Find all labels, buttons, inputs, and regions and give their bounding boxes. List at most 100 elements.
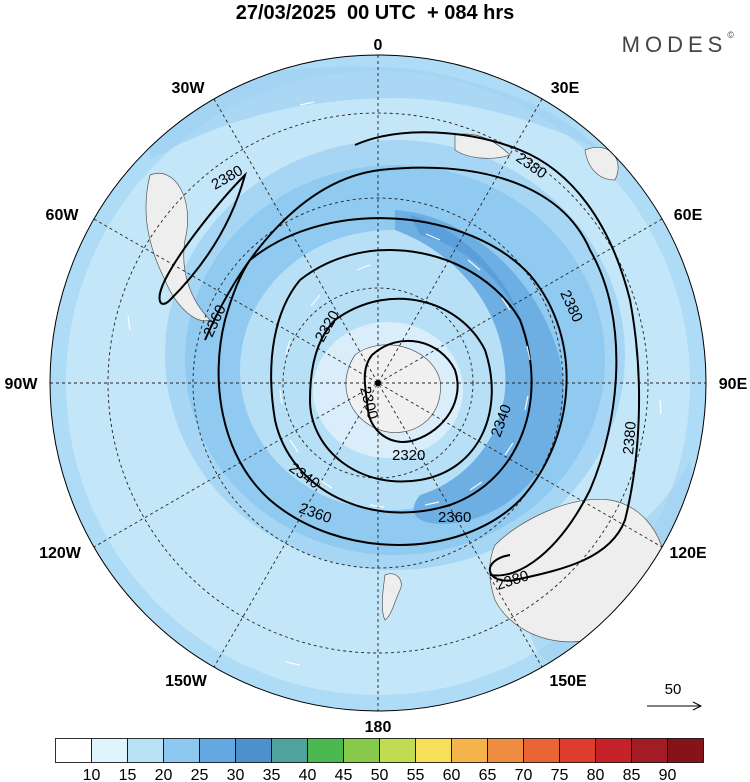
lon-label-180: 180 <box>365 719 392 736</box>
wind-arrow <box>127 315 131 331</box>
lon-label-30w: 30W <box>172 80 206 97</box>
colorbar-tick-label: 40 <box>299 767 317 782</box>
title-lead: + 084 hrs <box>426 2 515 24</box>
colorbar-swatch <box>55 738 92 763</box>
colorbar-tick-label: 65 <box>479 767 497 782</box>
jet-core <box>395 210 564 524</box>
colorbar-swatch <box>667 738 704 763</box>
colorbar-swatch <box>631 738 668 763</box>
colorbar-swatch <box>415 738 452 763</box>
lon-label-0: 0 <box>374 37 383 54</box>
wind-arrow <box>310 294 321 307</box>
colorbar-swatch <box>595 738 632 763</box>
contour-2360-outer <box>204 166 618 577</box>
wind-arrow <box>526 345 531 361</box>
meridian-30e-150w <box>213 98 543 668</box>
new-zealand <box>381 573 402 621</box>
height-contours <box>158 131 641 582</box>
lon-label-120e: 120E <box>669 545 707 562</box>
wind-arrow <box>425 233 441 241</box>
colorbar-swatch <box>523 738 560 763</box>
colorbar-tick-label: 85 <box>623 767 641 782</box>
colorbar-tick-label: 70 <box>515 767 533 782</box>
wind-arrow <box>369 504 385 508</box>
colorbar-swatch <box>379 738 416 763</box>
wind-arrow <box>279 389 283 405</box>
wind-arrow <box>356 264 371 271</box>
title-date: 27/03/2025 <box>235 2 336 24</box>
madagascar <box>584 147 619 181</box>
colorbar-tick-label: 15 <box>119 767 137 782</box>
colorbar: 10 15 20 25 30 35 40 45 50 55 60 65 70 75 80 85 90 <box>55 738 704 782</box>
wind-arrow <box>289 439 299 453</box>
colorbar-tick-label: 75 <box>551 767 569 782</box>
wind-arrow <box>285 339 291 355</box>
contour-2380-east <box>354 131 641 582</box>
wind-reference-arrowhead <box>692 701 703 711</box>
graticule <box>50 55 706 711</box>
lon-label-60w: 60W <box>46 207 80 224</box>
colorbar-tick-label: 50 <box>371 767 389 782</box>
contour-2380-west <box>158 171 247 305</box>
south-america <box>145 173 211 322</box>
colorbar-tick-label: 90 <box>659 767 677 782</box>
subtropical-band <box>150 66 600 160</box>
colorbar-swatch <box>487 738 524 763</box>
lon-label-60e: 60E <box>674 207 703 224</box>
colorbar-tick-label: 80 <box>587 767 605 782</box>
brand-logo: MODES© <box>621 30 734 58</box>
colorbar-tick-label: 45 <box>335 767 353 782</box>
brand-mark: © <box>727 30 734 40</box>
colorbar-tick-label: 10 <box>83 767 101 782</box>
contour-2320 <box>308 297 493 483</box>
map-title: 27/03/2025 00 UTC + 084 hrs <box>0 0 750 26</box>
colorbar-tick-label: 55 <box>407 767 425 782</box>
colorbar-swatch <box>451 738 488 763</box>
lon-label-120w: 120W <box>39 545 82 562</box>
lon-label-30e: 30E <box>551 80 580 97</box>
title-run: 00 UTC <box>346 2 416 24</box>
wind-arrow <box>469 481 483 491</box>
colorbar-swatch <box>91 738 128 763</box>
latitude-circle <box>192 197 564 569</box>
africa-tip <box>454 133 511 159</box>
meridian-60e-120w <box>93 218 663 548</box>
contour-label: 2320 <box>392 447 425 464</box>
lon-label-90e: 90E <box>719 376 748 393</box>
colorbar-swatch <box>199 738 236 763</box>
colorbar-tick-label: 25 <box>191 767 209 782</box>
colorbar-swatch <box>127 738 164 763</box>
contour-label: 2360 <box>438 509 471 526</box>
wind-arrow <box>659 399 662 415</box>
lon-label-150w: 150W <box>165 673 208 690</box>
colorbar-tick-label: 35 <box>263 767 281 782</box>
wind-arrow <box>524 395 529 411</box>
colorbar-swatch <box>271 738 308 763</box>
contour-2360 <box>217 217 568 546</box>
colorbar-tick-label: 60 <box>443 767 461 782</box>
colorbar-swatch <box>307 738 344 763</box>
colorbar-swatch <box>163 738 200 763</box>
wind-arrow <box>424 501 440 506</box>
colorbar-tick-label: 20 <box>155 767 173 782</box>
contour-2340 <box>270 249 533 514</box>
wind-reference: 50 <box>647 681 703 711</box>
wind-arrows <box>127 101 662 666</box>
longitude-labels: 0 30E 60E 90E 120E 150E 180 150W 120W 90… <box>5 37 748 736</box>
wind-arrow <box>504 442 514 456</box>
wind-reference-label: 50 <box>665 681 682 698</box>
brand-name: MODES <box>621 32 728 57</box>
south-pole-marker <box>375 380 381 386</box>
latitude-circle <box>107 112 649 654</box>
jet-core-max <box>410 215 530 350</box>
meridian-30w-150e <box>213 98 543 668</box>
lon-label-150e: 150E <box>549 673 587 690</box>
map-border <box>49 54 707 712</box>
colorbar-tick-label: 30 <box>227 767 245 782</box>
colorbar-swatch <box>235 738 272 763</box>
contour-label: 2380 <box>620 421 640 456</box>
meridian-60w-120e <box>93 218 663 548</box>
colorbar-swatch <box>343 738 380 763</box>
contour-2300 <box>363 339 459 443</box>
